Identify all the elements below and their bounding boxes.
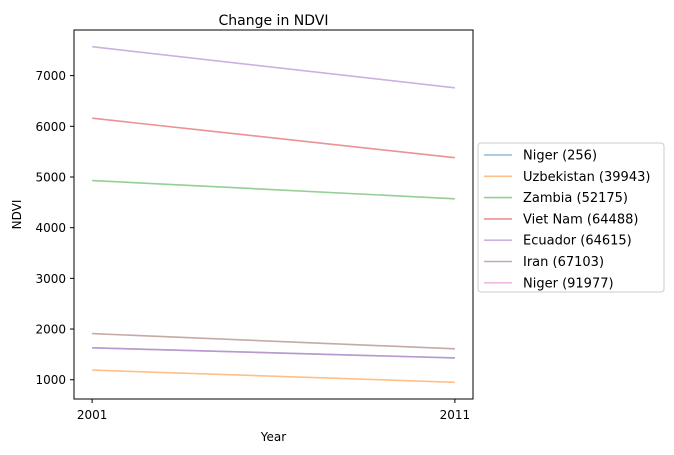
legend: Niger (256) Uzbekistan (39943) Zambia (521… [477,142,665,293]
legend-label: Viet Nam (64488) [523,212,638,227]
y-tick-label: 7000 [35,69,66,83]
legend-frame [477,142,665,293]
legend-label: Niger (256) [523,149,597,164]
x-axis-label: Year [260,430,286,444]
legend-label: Ecuador (64615) [523,234,632,249]
y-tick-label: 2000 [35,323,66,337]
y-tick-label: 1000 [35,373,66,387]
y-tick-label: 6000 [35,120,66,134]
legend-label: Niger (91977) [523,276,614,291]
series-line-5 [92,332,455,350]
x-axis-ticks: 2001 2011 [77,399,470,422]
plot-area-frame [73,29,474,400]
legend-label: Zambia (52175) [523,191,628,206]
series-line-1 [92,369,455,384]
series-layer [92,45,455,384]
legend-label: Uzbekistan (39943) [523,170,650,185]
y-axis-ticks: 1000 2000 3000 4000 5000 6000 7000 [35,69,74,387]
chart-title: Change in NDVI [219,13,329,29]
series-line-6 [92,347,455,359]
x-tick-label: 2011 [440,408,471,422]
legend-label: Iran (67103) [523,255,604,270]
y-tick-label: 3000 [35,272,66,286]
y-tick-label: 4000 [35,221,66,235]
series-line-2 [92,179,455,200]
series-line-3 [92,117,455,159]
y-tick-label: 5000 [35,170,66,184]
y-axis-label: NDVI [10,200,24,230]
series-line-4 [92,45,455,89]
x-tick-label: 2001 [77,408,108,422]
